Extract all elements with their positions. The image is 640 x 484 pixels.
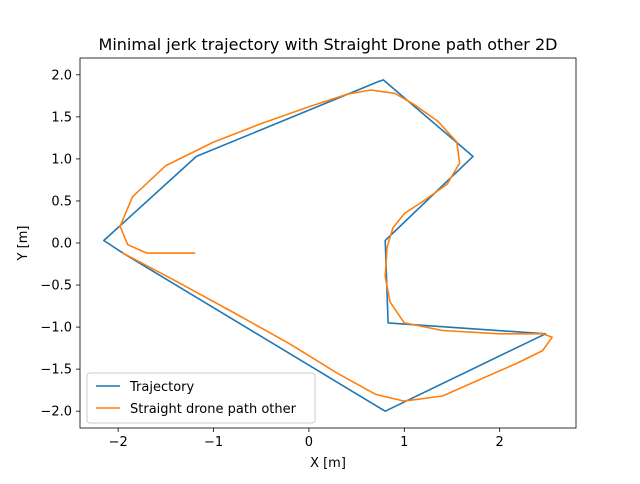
y-axis-ticks: −2.0 −1.5 −1.0 −0.5 0.0 0.5 1.0 1.5 2.0 [40, 68, 80, 420]
y-tick-label: 0.0 [51, 237, 72, 252]
y-tick-label: −2.0 [40, 405, 72, 420]
y-tick-label: 2.0 [51, 68, 72, 83]
x-tick-label: 0 [305, 435, 313, 450]
x-tick-label: −2 [109, 435, 128, 450]
x-axis-label: X [m] [310, 456, 346, 471]
y-tick-label: −0.5 [40, 279, 72, 294]
legend-box [86, 372, 316, 424]
y-tick-label: 0.5 [51, 194, 72, 209]
plot-area: −2 −1 0 1 2 −2.0 −1.5 −1.0 −0.5 0.0 0.5 1.0 1.5 2.0 [40, 57, 577, 450]
y-tick-label: −1.5 [40, 363, 72, 378]
x-tick-label: 2 [496, 435, 504, 450]
chart-title: Minimal jerk trajectory with Straight Dr… [99, 35, 558, 54]
y-tick-label: 1.5 [51, 110, 72, 125]
series-layer [103, 79, 554, 413]
y-tick-label: 1.0 [51, 152, 72, 167]
y-axis-label: Y [m] [16, 226, 31, 262]
x-tick-label: −1 [204, 435, 223, 450]
y-tick-label: −1.0 [40, 321, 72, 336]
x-tick-label: 1 [400, 435, 408, 450]
legend: Trajectory Straight drone path other [86, 372, 316, 424]
legend-label-straight-drone-path: Straight drone path other [130, 402, 297, 417]
series-line-straight-drone-path [119, 89, 554, 402]
x-axis-ticks: −2 −1 0 1 2 [109, 428, 504, 450]
legend-label-trajectory: Trajectory [129, 380, 194, 395]
series-line-trajectory [103, 79, 547, 413]
